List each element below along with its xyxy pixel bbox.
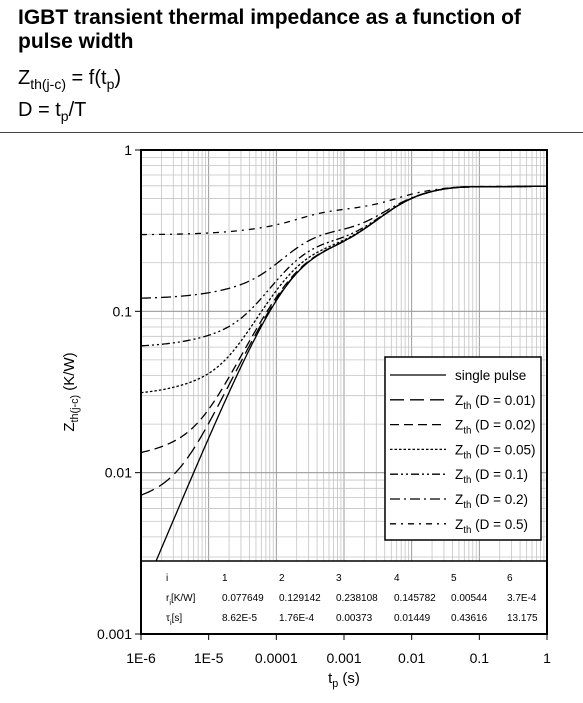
legend: single pulse Zth (D = 0.01) Zth (D = 0.02)… — [384, 356, 542, 541]
table-header-cell: 1 — [222, 573, 228, 584]
grid — [140, 149, 548, 635]
table-row-label: τi[s] — [166, 613, 182, 627]
legend-label-0: single pulse — [455, 368, 526, 383]
x-tick-label: 0.01 — [398, 650, 425, 666]
table-header-cell: 2 — [279, 573, 285, 584]
table-header-cell: 4 — [394, 573, 400, 584]
legend-label-1: Zth (D = 0.01) — [455, 393, 536, 412]
curves — [141, 185, 547, 598]
x-axis-label: tp (s) — [328, 670, 360, 690]
table-row-label: ri[K/W] — [166, 593, 196, 607]
x-tick-label: 1 — [543, 650, 551, 666]
legend-label-6: Zth (D = 0.5) — [455, 517, 528, 536]
formula-duty-cycle: D = tp/T — [18, 99, 87, 124]
y-tick-label: 1 — [124, 142, 132, 158]
y-tick-label: 0.01 — [105, 465, 132, 481]
model-parameter-table: i 1 2 3 4 5 6 ri[K/W] 0.077649 0.129142 0.238108 0.… — [140, 560, 548, 635]
axes: 1E-6 1E-5 0.0001 0.001 0.01 0.1 1 0.001 0.01 0.1 1… — [61, 142, 551, 690]
table-header-cell: i — [166, 573, 168, 584]
x-tick-label: 1E-5 — [194, 650, 224, 666]
legend-label-5: Zth (D = 0.2) — [455, 492, 528, 511]
y-tick-label: 0.1 — [113, 303, 133, 319]
x-tick-label: 0.0001 — [255, 650, 298, 666]
table-cell: 3.7E-4 — [507, 593, 537, 604]
table-header-cell: 3 — [336, 573, 342, 584]
table-cell: 0.238108 — [336, 593, 378, 604]
formula-zth: Zth(j-c) = f(tp) — [18, 67, 122, 92]
series-line-6 — [141, 185, 547, 236]
legend-label-3: Zth (D = 0.05) — [455, 442, 536, 461]
table-cell: 0.077649 — [222, 593, 264, 604]
table-header-cell: 6 — [507, 573, 513, 584]
table-cell: 0.01449 — [394, 613, 431, 624]
header-divider — [0, 132, 583, 133]
table-cell: 0.00544 — [451, 593, 488, 604]
table-cell: 0.43616 — [451, 613, 488, 624]
table-cell: 1.76E-4 — [279, 613, 314, 624]
legend-label-4: Zth (D = 0.1) — [455, 467, 528, 486]
table-header-cell: 5 — [451, 573, 457, 584]
y-tick-label: 0.001 — [97, 626, 132, 642]
table-cell: 8.62E-5 — [222, 613, 257, 624]
legend-label-2: Zth (D = 0.02) — [455, 418, 536, 437]
series-line-4 — [141, 185, 547, 347]
table-cell: 0.00373 — [336, 613, 373, 624]
table-cell: 0.129142 — [279, 593, 321, 604]
chart-title: IGBT transient thermal impedance as a fu… — [18, 6, 521, 53]
y-axis-label: Zth(j-c) (K/W) — [61, 352, 81, 431]
table-cell: 13.175 — [507, 613, 538, 624]
x-tick-label: 0.001 — [326, 650, 361, 666]
x-tick-label: 0.1 — [470, 650, 490, 666]
x-tick-label: 1E-6 — [126, 650, 156, 666]
legend-box — [384, 356, 542, 541]
table-cell: 0.145782 — [394, 593, 436, 604]
